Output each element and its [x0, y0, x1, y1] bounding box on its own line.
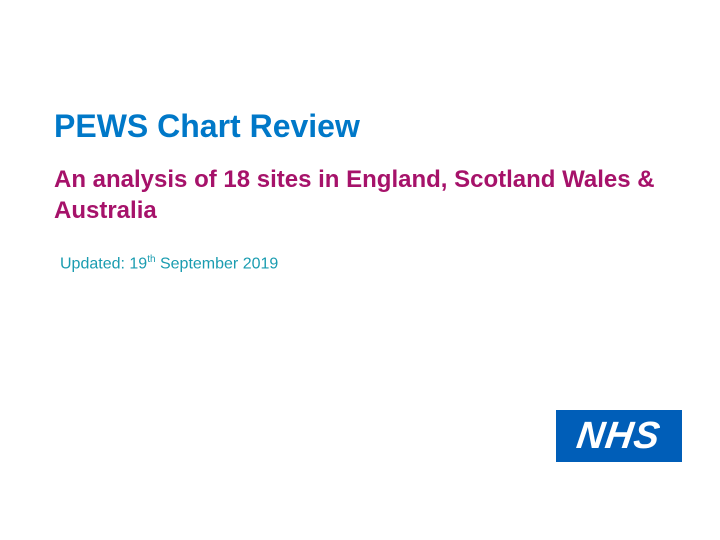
nhs-logo: NHS [556, 410, 682, 462]
page-subtitle: An analysis of 18 sites in England, Scot… [54, 164, 674, 226]
updated-prefix: Updated: 19 [60, 255, 147, 272]
updated-date: Updated: 19th September 2019 [60, 254, 278, 273]
nhs-logo-box: NHS [556, 410, 682, 462]
updated-ordinal: th [147, 254, 155, 265]
updated-suffix: September 2019 [156, 255, 279, 272]
slide: PEWS Chart Review An analysis of 18 site… [0, 0, 720, 540]
nhs-logo-text: NHS [574, 415, 663, 458]
page-title: PEWS Chart Review [54, 108, 360, 145]
